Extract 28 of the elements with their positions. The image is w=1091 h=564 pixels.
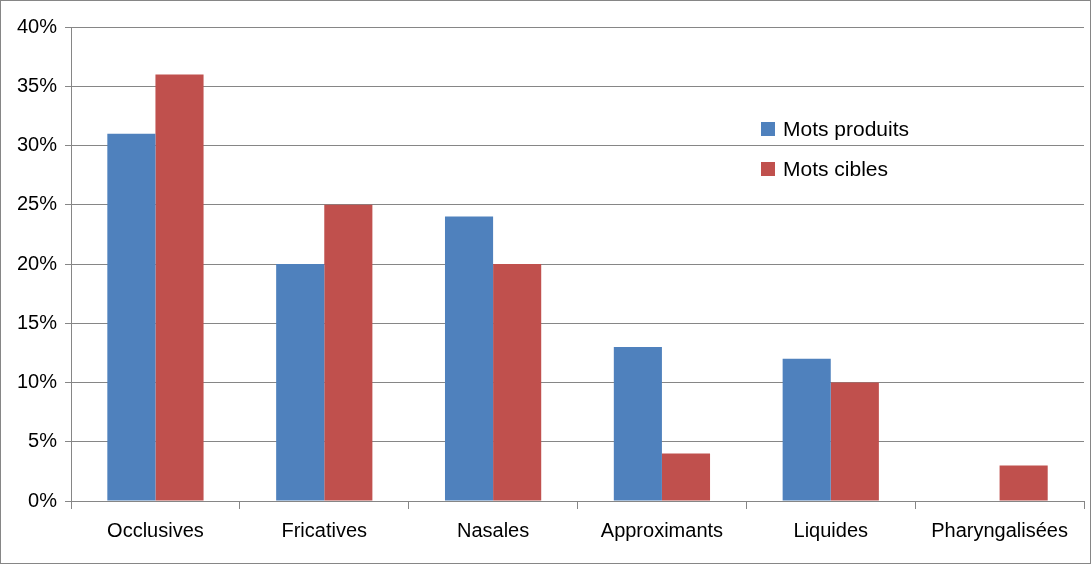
x-tick-label: Pharyngalisées: [931, 518, 1068, 541]
y-tick-label: 40%: [17, 14, 58, 37]
y-tick-label: 0%: [28, 488, 58, 511]
y-tick-label: 30%: [17, 133, 58, 156]
bar: [830, 382, 879, 501]
bar: [155, 74, 204, 501]
y-tick-label: 25%: [17, 192, 58, 215]
bar: [661, 453, 711, 501]
y-tick-label: 35%: [17, 73, 58, 96]
bar: [613, 346, 662, 501]
x-tick-label: Occlusives: [107, 518, 204, 541]
bar: [444, 216, 494, 501]
legend-label: Mots produits: [783, 117, 910, 141]
bar: [324, 204, 373, 501]
x-tick-label: Liquides: [793, 518, 869, 541]
y-tick-label: 10%: [17, 370, 58, 393]
y-tick-label: 20%: [17, 251, 58, 274]
y-tick-label: 15%: [17, 310, 58, 333]
bar: [276, 264, 325, 501]
legend-label: Mots cibles: [783, 157, 889, 181]
bar: [493, 264, 542, 501]
x-tick-label: Nasales: [456, 518, 530, 541]
bar: [107, 133, 156, 501]
bar: [999, 465, 1048, 501]
y-tick-label: 5%: [28, 429, 58, 452]
x-tick-label: Fricatives: [281, 518, 368, 541]
x-tick-label: Approximants: [600, 518, 724, 541]
bar: [782, 358, 831, 501]
